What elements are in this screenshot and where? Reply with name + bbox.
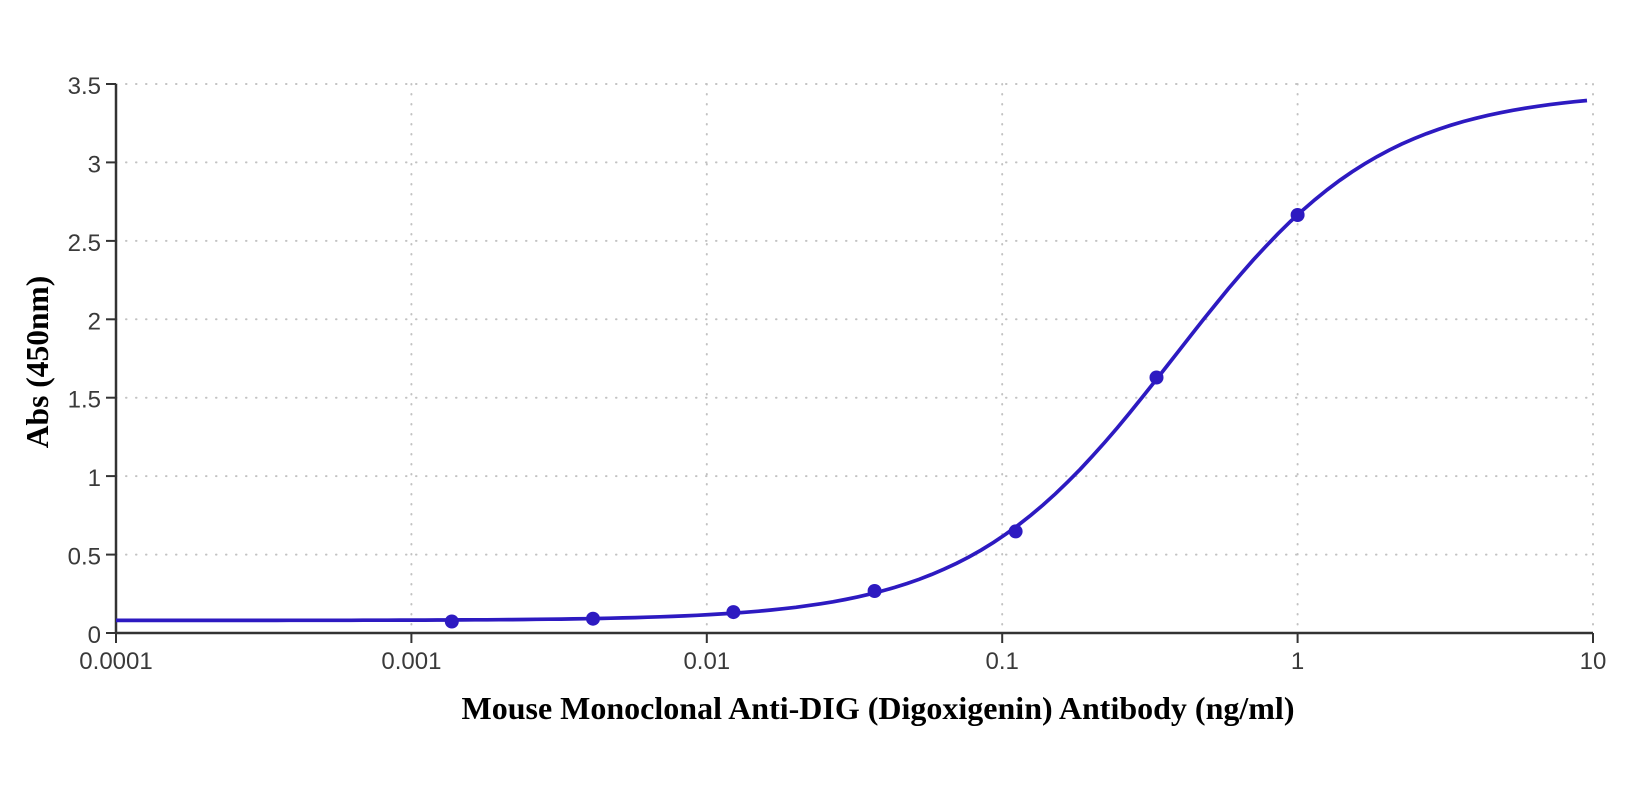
- svg-text:2: 2: [88, 308, 101, 335]
- svg-text:0.0001: 0.0001: [79, 648, 152, 675]
- svg-text:2.5: 2.5: [68, 230, 101, 257]
- svg-text:3: 3: [88, 151, 101, 178]
- svg-text:10: 10: [1580, 648, 1607, 675]
- svg-text:0: 0: [88, 622, 101, 649]
- svg-text:1: 1: [1291, 648, 1304, 675]
- svg-text:0.5: 0.5: [68, 544, 101, 571]
- svg-text:1: 1: [88, 465, 101, 492]
- svg-text:Mouse Monoclonal Anti-DIG (Dig: Mouse Monoclonal Anti-DIG (Digoxigenin) …: [462, 690, 1295, 726]
- svg-text:Abs (450nm): Abs (450nm): [20, 276, 55, 448]
- svg-text:0.001: 0.001: [381, 648, 441, 675]
- svg-text:0.01: 0.01: [683, 648, 730, 675]
- svg-text:1.5: 1.5: [68, 387, 101, 414]
- svg-text:0.1: 0.1: [986, 648, 1019, 675]
- svg-text:3.5: 3.5: [68, 73, 101, 100]
